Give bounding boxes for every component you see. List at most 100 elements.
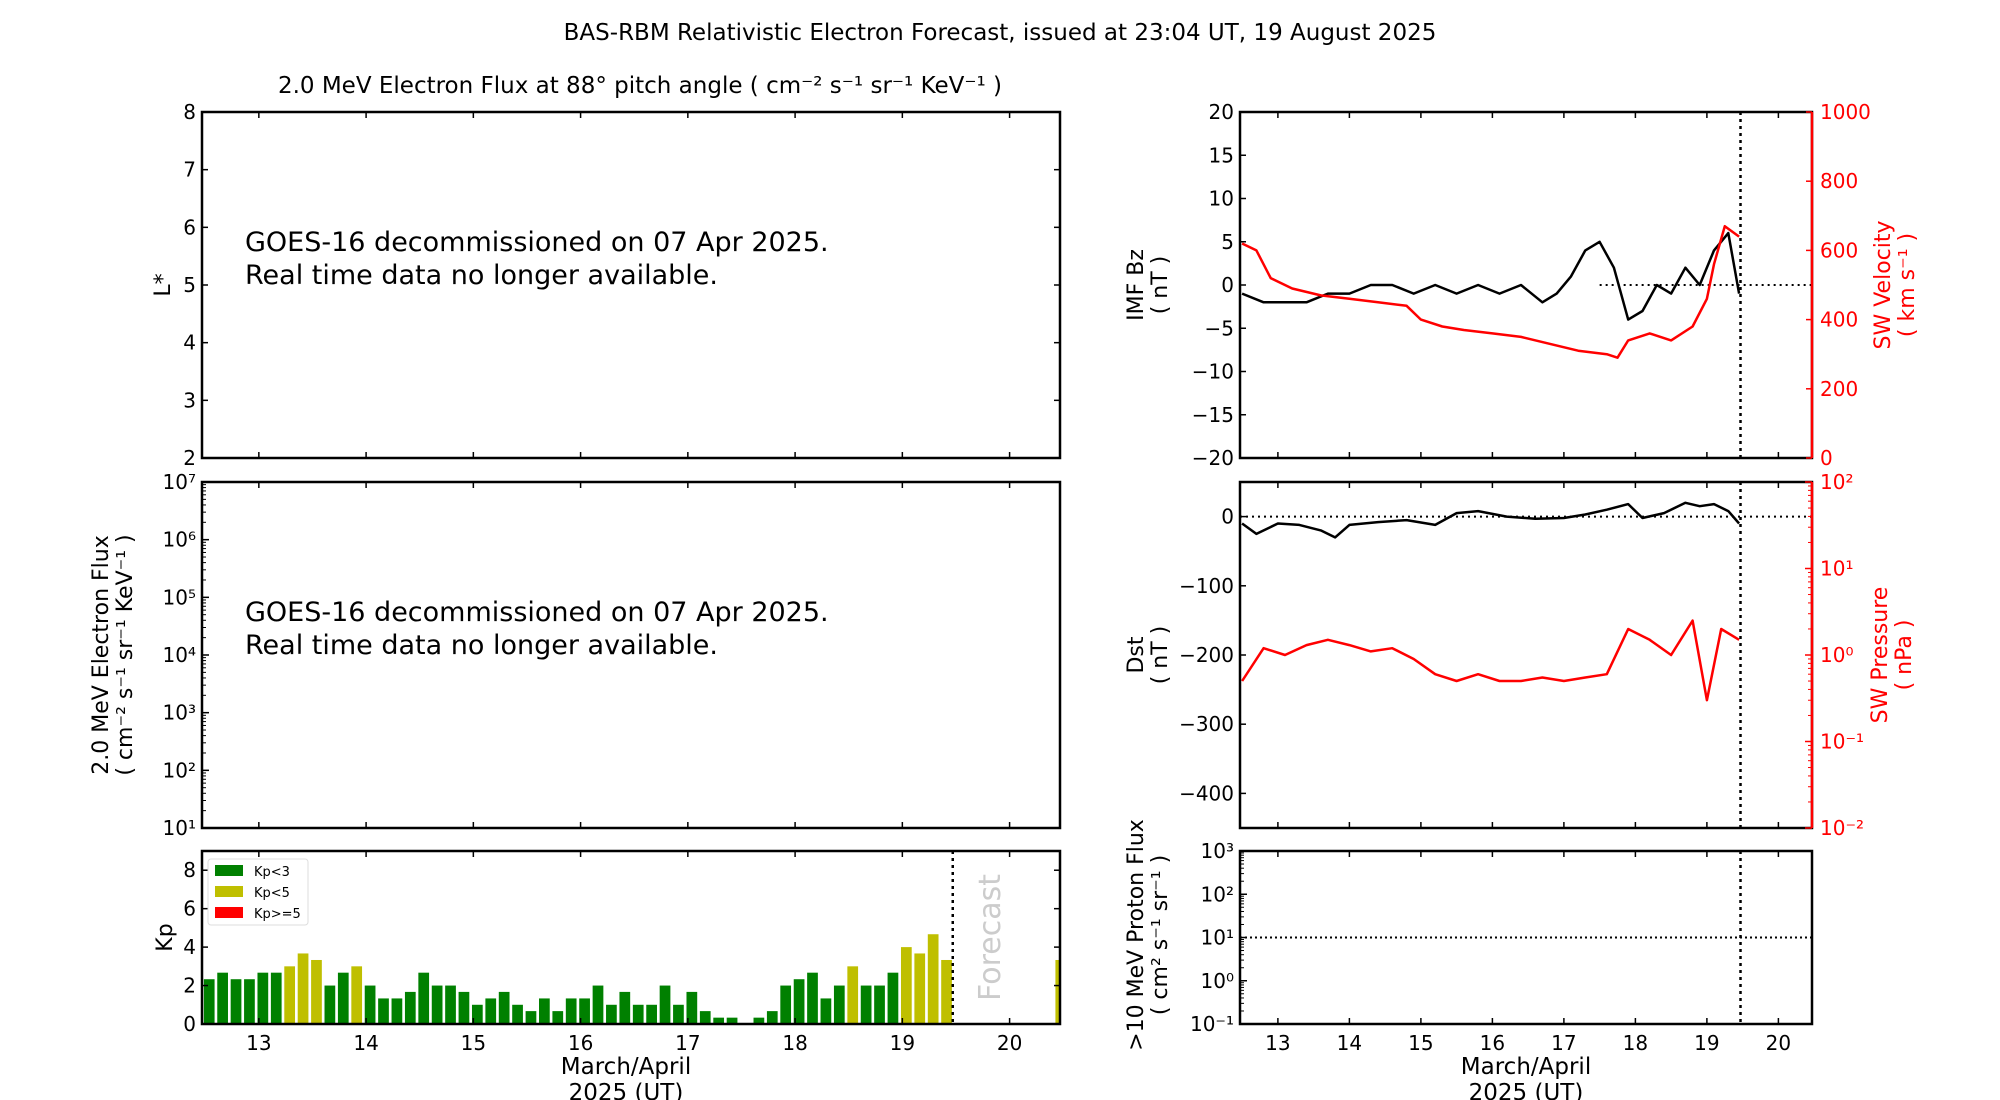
- lstar-ytick-label: 2: [183, 446, 196, 470]
- proton-ytick-label: 10¹: [1201, 926, 1234, 950]
- kp-bar: [833, 985, 845, 1024]
- kp-xtick-label: 13: [246, 1031, 271, 1055]
- imf-bz-line: [1241, 231, 1741, 321]
- kp-bar: [927, 934, 939, 1024]
- kp-bar: [579, 998, 590, 1024]
- kp-bar: [471, 1004, 483, 1024]
- forecast-label: Forecast: [973, 874, 1008, 1001]
- kp-bar: [887, 972, 899, 1024]
- kp-ytick-label: 2: [183, 974, 196, 998]
- kp-bar: [780, 985, 792, 1024]
- kp-bar: [874, 985, 885, 1024]
- imf-ytick-label: 5: [1221, 230, 1234, 254]
- notice-line1: GOES-16 decommissioned on 07 Apr 2025.: [245, 597, 829, 628]
- kp-bar: [900, 947, 912, 1024]
- lstar-ytick-label: 4: [183, 331, 196, 355]
- swv-ytick-label: 800: [1820, 169, 1858, 193]
- kp-bar: [431, 985, 443, 1024]
- kp-bar: [391, 998, 403, 1024]
- kp-ytick-label: 8: [183, 858, 196, 882]
- kp-bar: [203, 979, 215, 1024]
- proton-ylabel: >10 MeV Proton Flux: [1124, 819, 1149, 1051]
- proton-xtick-label: 15: [1408, 1031, 1433, 1055]
- swp-ylabel: ( nPa ): [1892, 620, 1917, 691]
- swv-ytick-label: 1000: [1820, 100, 1871, 124]
- kp-bar: [753, 1017, 765, 1024]
- kp-bar: [793, 979, 805, 1024]
- kp-legend-swatch: [215, 865, 243, 876]
- proton-xtick-label: 18: [1623, 1031, 1648, 1055]
- eflux-ylabel: 2.0 MeV Electron Flux: [89, 535, 114, 775]
- kp-bar: [699, 1011, 711, 1024]
- swv-ylabel: SW Velocity: [1871, 220, 1896, 349]
- lstar-ytick-label: 6: [183, 215, 196, 239]
- kp-bar: [619, 991, 631, 1024]
- sw-pressure-line: [1241, 619, 1740, 702]
- kp-bar: [297, 953, 309, 1024]
- kp-bar: [324, 985, 336, 1024]
- proton-ytick-label: 10³: [1201, 839, 1234, 863]
- eflux-ytick-label: 10²: [163, 758, 196, 782]
- imf-ytick-label: 0: [1221, 273, 1234, 297]
- kp-bar: [646, 1004, 657, 1024]
- kp-bar: [270, 972, 282, 1024]
- swv-ytick-label: 0: [1820, 446, 1833, 470]
- kp-bar: [673, 1004, 684, 1024]
- x-axis-label-line2: 2025 (UT): [569, 1080, 684, 1100]
- kp-bar: [686, 991, 698, 1024]
- eflux-ytick-label: 10³: [163, 701, 196, 725]
- kp-bar: [820, 998, 832, 1024]
- imf-ytick-label: −20: [1192, 446, 1234, 470]
- kp-bar: [860, 985, 872, 1024]
- kp-bar: [659, 985, 671, 1024]
- kp-ytick-label: 6: [183, 897, 196, 921]
- kp-bar: [807, 972, 818, 1024]
- kp-bar: [713, 1017, 725, 1024]
- imf-ytick-label: 20: [1209, 100, 1234, 124]
- x-axis-label-line2: 2025 (UT): [1469, 1080, 1584, 1100]
- kp-bar: [485, 998, 497, 1024]
- kp-bar: [257, 972, 269, 1024]
- swp-ytick-label: 10⁰: [1820, 643, 1853, 667]
- proton-ylabel: ( cm² s⁻¹ sr⁻¹ ): [1148, 855, 1173, 1015]
- swv-ytick-label: 400: [1820, 308, 1858, 332]
- swv-ytick-label: 600: [1820, 238, 1858, 262]
- kp-bar: [284, 966, 296, 1024]
- swp-ytick-label: 10¹: [1820, 557, 1853, 581]
- dst-ylabel: Dst: [1124, 636, 1149, 673]
- kp-xtick-label: 19: [890, 1031, 915, 1055]
- kp-bar: [351, 966, 363, 1024]
- imf-ytick-label: 10: [1209, 187, 1234, 211]
- kp-legend-label: Kp<3: [254, 865, 290, 880]
- figure-title: BAS-RBM Relativistic Electron Forecast, …: [564, 20, 1437, 46]
- lstar-ytick-label: 3: [183, 388, 196, 412]
- swp-ytick-label: 10²: [1820, 470, 1853, 494]
- kp-bar: [606, 1004, 617, 1024]
- notice-line2: Real time data no longer available.: [245, 630, 718, 661]
- kp-bar: [525, 1011, 537, 1024]
- kp-xtick-label: 14: [353, 1031, 378, 1055]
- kp-bar: [592, 985, 604, 1024]
- dst-ytick-label: −200: [1179, 643, 1234, 667]
- proton-xtick-label: 13: [1265, 1031, 1290, 1055]
- kp-xtick-label: 15: [461, 1031, 486, 1055]
- kp-bar: [726, 1017, 738, 1024]
- kp-bar: [230, 979, 242, 1024]
- proton-xtick-label: 14: [1337, 1031, 1362, 1055]
- lstar-panel-title: 2.0 MeV Electron Flux at 88° pitch angle…: [278, 73, 1002, 99]
- kp-xtick-label: 18: [782, 1031, 807, 1055]
- kp-bar: [311, 959, 322, 1024]
- dst-ytick-label: 0: [1221, 505, 1234, 529]
- proton-ytick-label: 10⁰: [1201, 969, 1234, 993]
- imf-ytick-label: −10: [1192, 360, 1234, 384]
- eflux-ylabel: ( cm⁻² s⁻¹ sr⁻¹ KeV⁻¹ ): [113, 534, 138, 775]
- kp-bar: [847, 966, 859, 1024]
- kp-xtick-label: 17: [675, 1031, 700, 1055]
- kp-legend-label: Kp<5: [254, 886, 290, 901]
- kp-panel-frame: [200, 849, 1062, 1026]
- proton-ytick-label: 10²: [1201, 882, 1234, 906]
- dst-line: [1241, 501, 1741, 539]
- proton-xtick-label: 16: [1480, 1031, 1505, 1055]
- imf-ytick-label: −5: [1205, 316, 1234, 340]
